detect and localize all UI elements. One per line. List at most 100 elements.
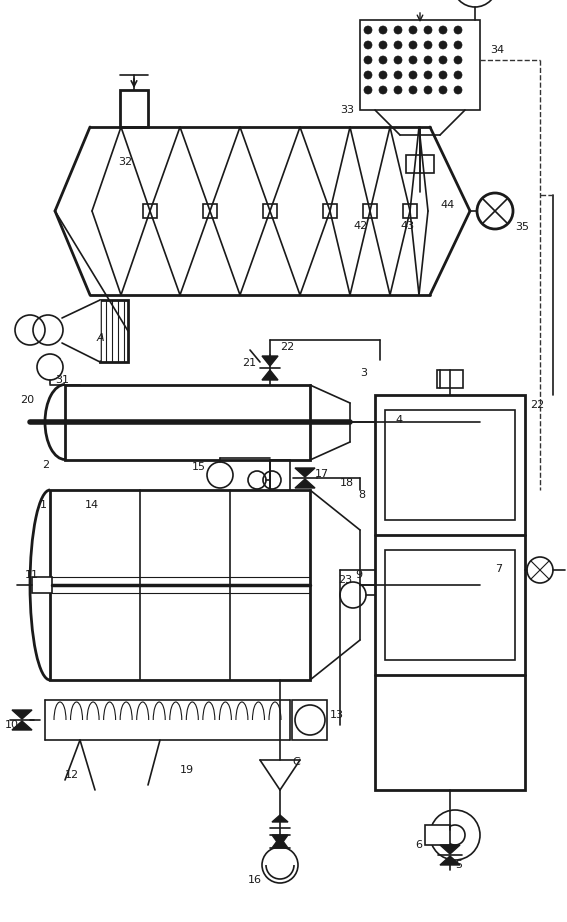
Bar [292, 700, 327, 740]
Text: 31: 31 [55, 375, 69, 385]
Circle shape [394, 71, 402, 79]
Bar [425, 825, 450, 845]
Bar [363, 204, 377, 218]
Circle shape [424, 71, 432, 79]
Circle shape [394, 26, 402, 34]
Text: 1: 1 [40, 500, 47, 510]
Bar [32, 577, 52, 593]
Circle shape [454, 71, 462, 79]
Circle shape [424, 41, 432, 49]
Text: 44: 44 [440, 200, 454, 210]
Text: 34: 34 [490, 45, 504, 55]
Circle shape [454, 86, 462, 94]
Circle shape [439, 56, 447, 64]
Bar [100, 300, 128, 362]
Polygon shape [295, 479, 315, 488]
Bar [120, 90, 148, 127]
Polygon shape [62, 300, 100, 360]
Circle shape [364, 86, 372, 94]
Text: 18: 18 [340, 478, 354, 488]
Text: 33: 33 [340, 105, 354, 115]
Text: 16: 16 [248, 875, 262, 885]
Text: 10: 10 [5, 720, 19, 730]
Circle shape [409, 26, 417, 34]
Circle shape [439, 41, 447, 49]
Text: 22: 22 [530, 400, 544, 410]
Circle shape [424, 86, 432, 94]
Text: 20: 20 [20, 395, 34, 405]
Bar [65, 385, 310, 460]
Text: 32: 32 [118, 157, 132, 167]
Circle shape [394, 86, 402, 94]
Polygon shape [440, 845, 460, 854]
Circle shape [454, 56, 462, 64]
Bar [143, 204, 157, 218]
Circle shape [439, 86, 447, 94]
Circle shape [364, 56, 372, 64]
Polygon shape [12, 721, 32, 730]
Circle shape [409, 71, 417, 79]
Polygon shape [262, 356, 278, 366]
Text: 3: 3 [360, 368, 367, 378]
Circle shape [424, 26, 432, 34]
Text: C: C [292, 757, 300, 767]
Text: 15: 15 [192, 462, 206, 472]
Circle shape [379, 26, 387, 34]
Bar [203, 204, 217, 218]
Text: 21: 21 [242, 358, 256, 368]
Polygon shape [440, 856, 460, 865]
Polygon shape [295, 468, 315, 477]
Polygon shape [272, 835, 288, 846]
Text: 5: 5 [455, 860, 462, 870]
Bar [403, 204, 417, 218]
Circle shape [394, 56, 402, 64]
Circle shape [409, 41, 417, 49]
Circle shape [424, 56, 432, 64]
Circle shape [409, 56, 417, 64]
Bar [385, 410, 515, 520]
Text: 43: 43 [400, 221, 414, 231]
Text: 4: 4 [395, 415, 402, 425]
Text: 17: 17 [315, 469, 329, 479]
Polygon shape [12, 710, 32, 719]
Circle shape [454, 41, 462, 49]
Text: 2: 2 [42, 460, 49, 470]
Circle shape [439, 26, 447, 34]
Circle shape [379, 86, 387, 94]
Text: 22: 22 [280, 342, 294, 352]
Text: 14: 14 [85, 500, 99, 510]
Circle shape [379, 56, 387, 64]
Circle shape [379, 71, 387, 79]
Text: 8: 8 [358, 490, 365, 500]
Polygon shape [272, 837, 288, 848]
Text: 12: 12 [65, 770, 79, 780]
Text: 11: 11 [25, 570, 39, 580]
Circle shape [439, 71, 447, 79]
Bar [437, 370, 463, 388]
Polygon shape [272, 815, 288, 822]
Bar [50, 490, 310, 680]
Circle shape [454, 26, 462, 34]
Circle shape [445, 825, 465, 845]
Bar [406, 155, 434, 173]
Circle shape [364, 26, 372, 34]
Polygon shape [262, 370, 278, 380]
Text: 13: 13 [330, 710, 344, 720]
Text: A: A [97, 333, 105, 343]
Bar [263, 204, 277, 218]
Bar [323, 204, 337, 218]
Bar [360, 20, 480, 110]
Text: 35: 35 [515, 222, 529, 232]
Text: 19: 19 [180, 765, 194, 775]
Circle shape [364, 41, 372, 49]
Text: 9: 9 [355, 570, 362, 580]
Circle shape [409, 86, 417, 94]
Bar [385, 550, 515, 660]
Text: 23: 23 [338, 575, 352, 585]
Text: 7: 7 [495, 564, 502, 574]
Circle shape [364, 71, 372, 79]
Circle shape [394, 41, 402, 49]
Bar [375, 395, 525, 790]
Circle shape [379, 41, 387, 49]
Text: 6: 6 [415, 840, 422, 850]
